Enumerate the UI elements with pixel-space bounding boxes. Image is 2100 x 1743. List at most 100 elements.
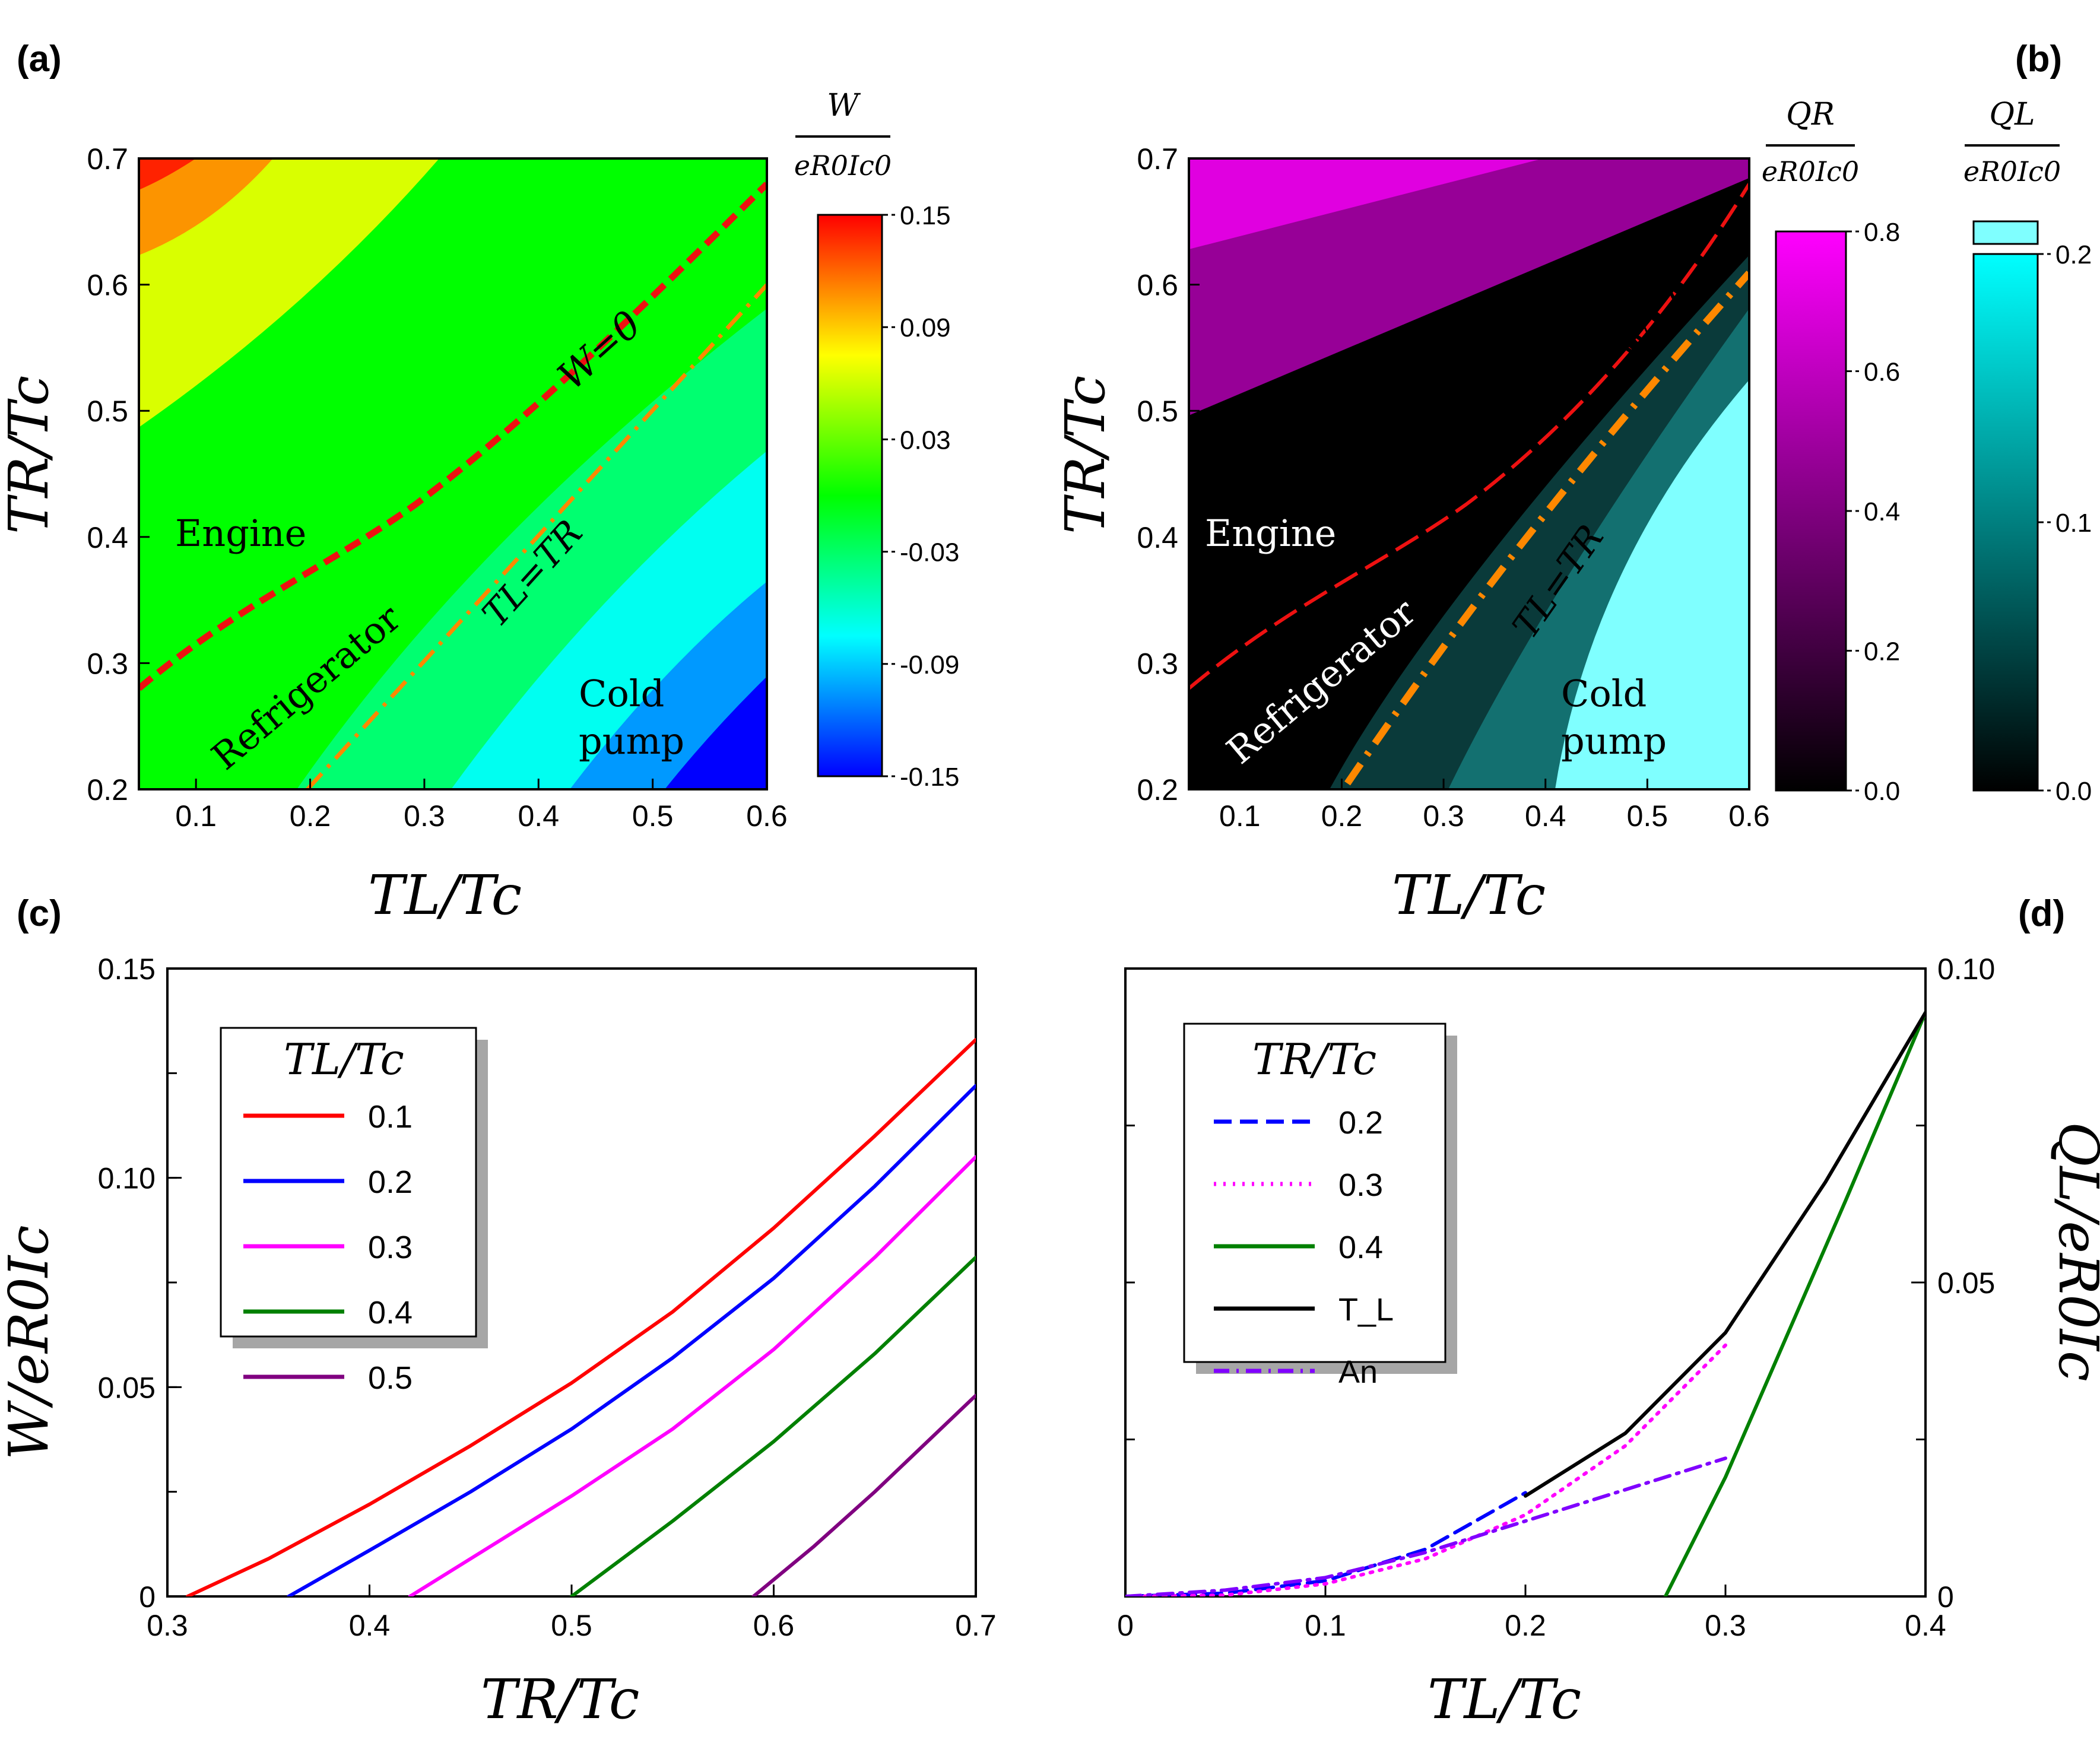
y-tick-label: 0.10 xyxy=(1937,953,1995,986)
panel-label-c: (c) xyxy=(17,893,62,934)
series-line-0.1 xyxy=(186,1037,976,1596)
y-tick-label: 0.15 xyxy=(98,953,156,986)
cb-w-title-den: eR0Ic0 xyxy=(794,150,892,182)
cb-tick-label: 0.09 xyxy=(900,313,951,342)
legend-d-title: TR/Tc xyxy=(1252,1034,1376,1084)
w-zero-curve xyxy=(139,182,767,691)
cb-ql-title-num: QL xyxy=(1989,97,2035,132)
y-tick-label: 0.5 xyxy=(1137,395,1178,428)
y-tick-label: 0.4 xyxy=(1137,521,1178,554)
legend-entry-label: T_L xyxy=(1338,1292,1394,1328)
xlabel-d: TL/Tc xyxy=(1428,1668,1581,1731)
cb-w-title-num: W xyxy=(827,88,861,123)
legend-entry-label: 0.4 xyxy=(368,1295,413,1331)
y-tick-label: 0 xyxy=(139,1580,156,1614)
x-tick-label: 0.1 xyxy=(1305,1609,1346,1642)
ylabel-b: TR/Tc xyxy=(1054,376,1117,534)
x-tick-label: 0.1 xyxy=(175,799,217,833)
y-tick-label: 0.05 xyxy=(98,1371,156,1404)
x-tick-label: 0.3 xyxy=(404,799,445,833)
xlabel-b: TL/Tc xyxy=(1392,863,1546,927)
cb-tick-label: 0.6 xyxy=(1864,358,1900,387)
x-tick-label: 0.3 xyxy=(147,1609,188,1642)
cb-tick-label: 0.8 xyxy=(1864,218,1900,247)
ylabel-c: W/eR0Ic xyxy=(0,1225,61,1460)
frame-b xyxy=(1188,157,1750,790)
cb-qr-title-den: eR0Ic0 xyxy=(1762,155,1859,188)
y-tick-label: 0.7 xyxy=(87,142,128,176)
cb-tick-label: 0.2 xyxy=(2055,240,2092,269)
legend-c: TL/Tc 0.1 0.2 0.3 0.4 0.5 xyxy=(220,1027,488,1396)
series-line-0.4 xyxy=(1663,1011,1925,1596)
x-tick-label: 0.2 xyxy=(1505,1609,1546,1642)
cb-ql-title-den: eR0Ic0 xyxy=(1963,155,2061,188)
x-tick-label: 0.4 xyxy=(1905,1609,1946,1642)
region-engine-b: Engine xyxy=(1205,512,1336,555)
panel-label-d: (d) xyxy=(2018,893,2065,934)
cb-tick-label: -0.09 xyxy=(900,650,959,680)
y-tick-label: 0.05 xyxy=(1937,1266,1995,1300)
cb-tick-label: 0.1 xyxy=(2055,509,2092,538)
y-tick-label: 0.3 xyxy=(87,647,128,680)
legend-entry-label: 0.5 xyxy=(368,1360,413,1396)
y-tick-label: 0.10 xyxy=(98,1162,156,1195)
x-tick-label: 0.7 xyxy=(955,1609,997,1642)
series-line-tl xyxy=(1524,1011,1925,1498)
ylabel-a: TR/Tc xyxy=(0,376,61,534)
y-tick-label: 0.2 xyxy=(87,773,128,807)
x-tick-label: 0.4 xyxy=(518,799,560,833)
cb-tick-label: 0.2 xyxy=(1864,637,1900,666)
region-cold: Cold xyxy=(579,672,664,715)
cb-tick-label: -0.15 xyxy=(900,763,959,792)
x-tick-label: 0.1 xyxy=(1219,799,1261,833)
x-tick-label: 0.4 xyxy=(349,1609,391,1642)
x-tick-label: 0.2 xyxy=(290,799,331,833)
panel-label-b: (b) xyxy=(2015,39,2062,80)
panel-a: Engine Refrigerator Cold pump W=0 TL=TR … xyxy=(0,88,959,927)
colorbar-w-ticks: 0.15 0.09 0.03 -0.03 -0.09 -0.15 xyxy=(882,201,959,792)
series-line-0.5 xyxy=(751,1393,976,1596)
ylabel-d: QL/eR0Ic xyxy=(2047,1122,2100,1382)
y-tick-label: 0 xyxy=(1937,1580,1954,1614)
cb-qr-title-num: QR xyxy=(1786,97,1835,132)
y-tick-label: 0.4 xyxy=(87,521,128,554)
frame-a xyxy=(138,157,768,790)
legend-entry-label: 0.3 xyxy=(1338,1167,1383,1203)
legend-entry-label: 0.3 xyxy=(368,1230,413,1265)
cb-tick-label: 0.03 xyxy=(900,426,951,455)
x-tick-label: 0.5 xyxy=(632,799,674,833)
ticks-b: 0.1 0.2 0.3 0.4 0.5 0.6 0.2 0.3 0.4 0.5 0.6 0.7 xyxy=(1137,142,1769,833)
xlabel-c: TR/Tc xyxy=(481,1668,639,1731)
lines-d xyxy=(1125,1011,1925,1596)
legend-entry-label: 0.1 xyxy=(368,1099,413,1135)
cb-tick-label: -0.03 xyxy=(900,538,959,567)
y-tick-label: 0.7 xyxy=(1137,142,1178,176)
ticks-a: 0.1 0.2 0.3 0.4 0.5 0.6 0.2 0.3 0.4 0.5 0.6 0.7 xyxy=(87,142,787,833)
heatmap-w: Engine Refrigerator Cold pump W=0 TL=TR xyxy=(139,158,767,789)
panel-b: Engine Refrigerator Cold pump W=0 TL=TR … xyxy=(1054,97,2092,927)
x-tick-label: 0.2 xyxy=(1321,799,1363,833)
xlabel-a: TL/Tc xyxy=(368,863,522,927)
y-tick-label: 0.5 xyxy=(87,395,128,428)
region-cold-b: Cold xyxy=(1561,672,1647,715)
ticks-d: 0 0.1 0.2 0.3 0.400.050.10 xyxy=(1117,953,1995,1642)
x-tick-label: 0.3 xyxy=(1705,1609,1746,1642)
region-pump-b: pump xyxy=(1561,719,1667,763)
y-tick-label: 0.6 xyxy=(1137,269,1178,302)
x-tick-label: 0.4 xyxy=(1525,799,1566,833)
colorbar-qr-ticks: 0.8 0.6 0.4 0.2 0.0 xyxy=(1846,218,1900,806)
ticks-c: 0.3 0.4 0.5 0.6 0.7 0 0.05 0.10 0.15 xyxy=(98,953,997,1642)
x-tick-label: 0.6 xyxy=(746,799,788,833)
heatmap-q: Engine Refrigerator Cold pump W=0 TL=TR xyxy=(1189,158,1749,789)
series-line-0.2 xyxy=(287,1084,976,1596)
legend-entry-label: An xyxy=(1338,1354,1378,1390)
lines-c xyxy=(186,1037,976,1596)
colorbar-w xyxy=(817,214,883,777)
cb-tick-label: 0.15 xyxy=(900,201,951,230)
cb-tick-label: 0.4 xyxy=(1864,497,1900,526)
panel-d: 0 0.1 0.2 0.3 0.400.050.10 TL/Tc QL/eR0Ic TR… xyxy=(1117,953,2100,1731)
y-tick-label: 0.3 xyxy=(1137,647,1178,680)
legend-d: TR/Tc 0.2 0.3 0.4 T_L An xyxy=(1183,1023,1457,1390)
legend-entry-label: 0.2 xyxy=(1338,1105,1383,1141)
